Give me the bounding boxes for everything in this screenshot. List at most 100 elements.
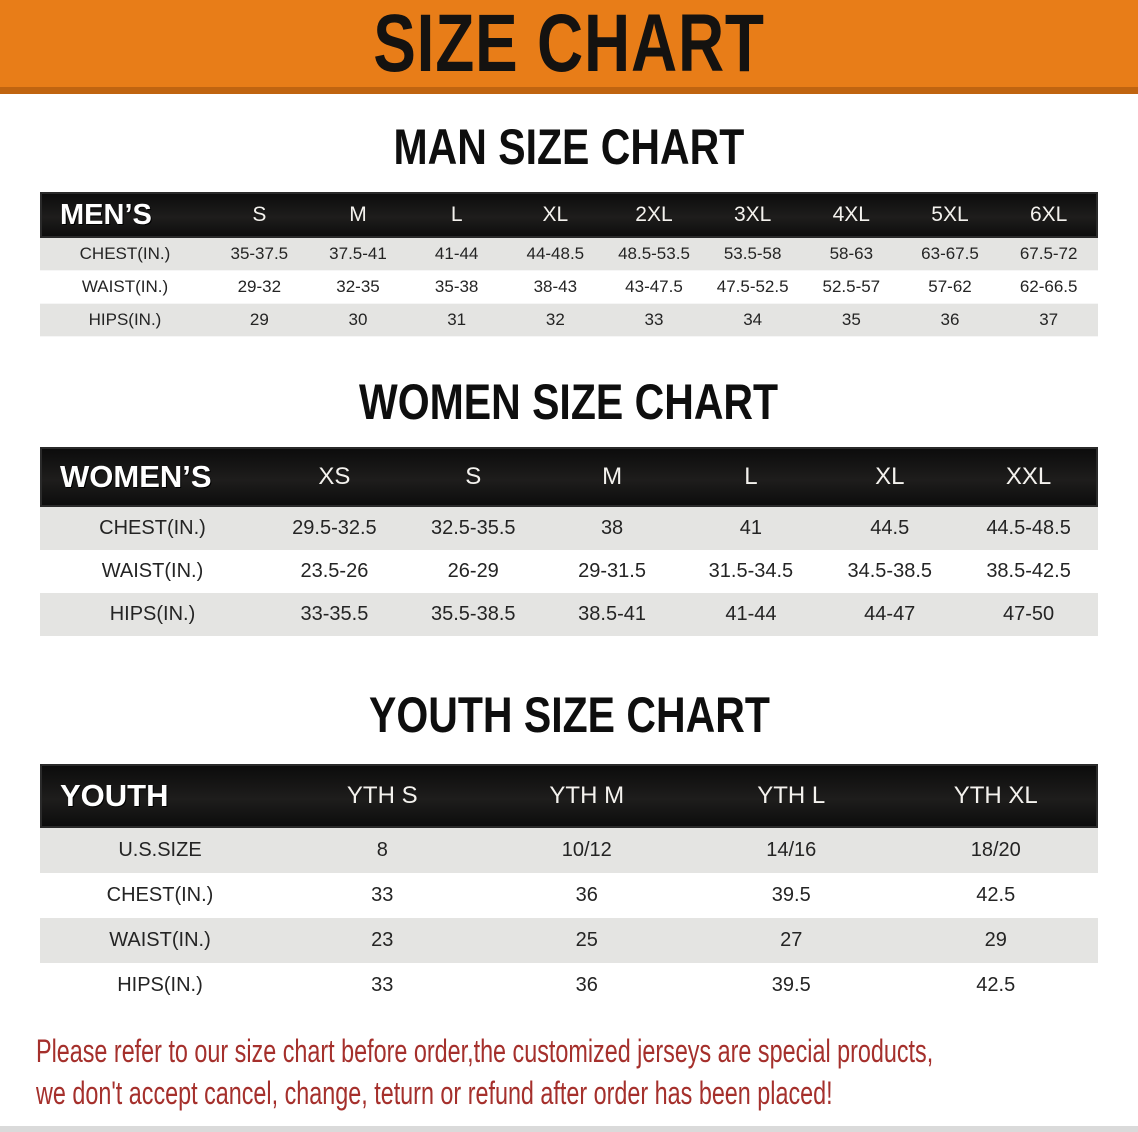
youth-section-title-text: YOUTH SIZE CHART (368, 687, 770, 743)
youth-row-u-s-size: U.S.SIZE 8 10/12 14/16 18/20 (40, 828, 1098, 873)
disclaimer-line-1-text: Please refer to our size chart before or… (36, 1033, 934, 1069)
women-size-section: WOMEN SIZE CHART WOMEN’S XS S M L XL XXL CHEST(I… (0, 373, 1138, 636)
men-column-header-9: 6XL (1029, 203, 1068, 226)
men-chest-in-value-8: 63-67.5 (921, 244, 979, 263)
men-row-chest-in: CHEST(IN.) 35-37.5 37.5-41 41-44 44-48.5 48.5… (40, 238, 1098, 271)
men-hips-in-value-1: 29 (249, 310, 269, 329)
women-waist-in-value-4: 31.5-34.5 (708, 560, 794, 582)
women-table: WOMEN’S XS S M L XL XXL CHEST(IN.) 29.5-32.5 32.5… (40, 447, 1098, 636)
disclaimer-line-1: Please refer to our size chart before or… (36, 1030, 1138, 1072)
men-row-label-waist-in: WAIST(IN.) (81, 277, 169, 296)
youth-row-label-chest-in: CHEST(IN.) (106, 884, 214, 906)
men-hips-in-value-5: 33 (644, 310, 664, 329)
youth-u-s-size-value-4: 18/20 (970, 839, 1021, 861)
men-column-header-7: 4XL (832, 203, 870, 226)
women-chest-in-value-1: 29.5-32.5 (292, 517, 377, 539)
men-waist-in-value-3: 35-38 (434, 277, 479, 296)
men-row-hips-in: HIPS(IN.) 29 30 31 32 33 34 35 36 37 (40, 304, 1098, 337)
men-row-label-chest-in: CHEST(IN.) (79, 244, 171, 263)
youth-waist-in-value-4: 29 (984, 929, 1007, 951)
men-waist-in-value-7: 52.5-57 (822, 277, 881, 296)
men-row-label-hips-in: HIPS(IN.) (88, 310, 162, 329)
women-column-header-5: XL (875, 463, 905, 490)
women-column-header-3: M (602, 463, 623, 490)
men-chest-in-value-3: 41-44 (434, 244, 479, 263)
women-section-title: WOMEN SIZE CHART (0, 373, 1138, 431)
men-section-title: MAN SIZE CHART (0, 118, 1138, 176)
women-chest-in-value-2: 32.5-35.5 (430, 517, 516, 539)
men-size-section: MAN SIZE CHART MEN’S S M L XL 2XL 3XL 4XL 5XL 6XL C… (0, 118, 1138, 337)
men-column-header-2: M (349, 203, 367, 226)
women-row-label-waist-in: WAIST(IN.) (101, 560, 204, 582)
women-waist-in-value-3: 29-31.5 (578, 560, 646, 582)
women-waist-in-value-5: 34.5-38.5 (847, 560, 932, 582)
youth-waist-in-value-1: 23 (371, 929, 394, 951)
women-row-label-chest-in: CHEST(IN.) (99, 517, 206, 539)
disclaimer-line-2-text: we don't accept cancel, change, teturn o… (36, 1075, 833, 1111)
disclaimer-line-2: we don't accept cancel, change, teturn o… (36, 1072, 1138, 1114)
men-chest-in-value-5: 48.5-53.5 (618, 244, 690, 263)
women-column-header-1: XS (318, 463, 351, 490)
women-column-header-6: XXL (1005, 463, 1052, 490)
men-column-header-6: 3XL (733, 203, 772, 226)
youth-hips-in-value-1: 33 (371, 974, 394, 996)
youth-waist-in-value-3: 27 (780, 929, 803, 951)
youth-u-s-size-value-2: 10/12 (561, 839, 612, 861)
youth-row-label-u-s-size: U.S.SIZE (118, 839, 202, 861)
men-waist-in-value-6: 47.5-52.5 (716, 277, 789, 296)
men-hips-in-value-3: 31 (447, 310, 467, 329)
women-hips-in-value-2: 35.5-38.5 (430, 603, 516, 625)
women-chest-in-value-5: 44.5 (870, 517, 910, 539)
men-waist-in-value-9: 62-66.5 (1019, 277, 1078, 296)
youth-waist-in-value-2: 25 (575, 929, 598, 951)
men-chest-in-value-7: 58-63 (829, 244, 874, 263)
men-column-header-3: L (450, 203, 463, 226)
women-chest-in-value-6: 44.5-48.5 (986, 517, 1071, 539)
women-waist-in-value-6: 38.5-42.5 (986, 560, 1071, 582)
women-waist-in-value-1: 23.5-26 (300, 560, 369, 582)
men-waist-in-value-5: 43-47.5 (625, 277, 683, 296)
size-charts-container: MAN SIZE CHART MEN’S S M L XL 2XL 3XL 4XL 5XL 6XL C… (0, 118, 1138, 1008)
men-waist-in-value-8: 57-62 (928, 277, 972, 296)
women-section-title-text: WOMEN SIZE CHART (359, 374, 779, 430)
youth-chest-in-value-2: 36 (575, 884, 598, 906)
banner-title: SIZE CHART (318, 0, 820, 91)
youth-table-header-row: YOUTH YTH S YTH M YTH L YTH XL (40, 764, 1098, 828)
men-hips-in-value-9: 37 (1039, 310, 1059, 329)
women-chest-in-value-4: 41 (739, 517, 763, 539)
youth-row-hips-in: HIPS(IN.) 33 36 39.5 42.5 (40, 963, 1098, 1008)
youth-section-title: YOUTH SIZE CHART (0, 686, 1138, 744)
women-chest-in-value-3: 38 (600, 517, 624, 539)
men-table: MEN’S S M L XL 2XL 3XL 4XL 5XL 6XL CHEST(IN.) 35-37… (40, 192, 1098, 337)
size-chart-banner: SIZE CHART (0, 0, 1138, 94)
men-column-header-4: XL (542, 203, 569, 226)
men-chest-in-value-1: 35-37.5 (230, 244, 289, 263)
men-hips-in-value-2: 30 (348, 310, 368, 329)
men-section-title-text: MAN SIZE CHART (393, 119, 745, 175)
men-header-label: MEN’S (60, 198, 152, 231)
men-waist-in-value-4: 38-43 (533, 277, 578, 296)
youth-hips-in-value-2: 36 (575, 974, 598, 996)
women-column-header-2: S (465, 463, 482, 490)
youth-header-label: YOUTH (60, 778, 169, 813)
youth-row-waist-in: WAIST(IN.) 23 25 27 29 (40, 918, 1098, 963)
men-hips-in-value-4: 32 (545, 310, 565, 329)
women-hips-in-value-3: 38.5-41 (578, 603, 646, 625)
banner-title-text: SIZE CHART (373, 0, 765, 89)
youth-u-s-size-value-1: 8 (376, 839, 388, 861)
women-row-waist-in: WAIST(IN.) 23.5-26 26-29 29-31.5 31.5-34.5 34… (40, 550, 1098, 593)
men-row-waist-in: WAIST(IN.) 29-32 32-35 35-38 38-43 43-47.5 47.… (40, 271, 1098, 304)
youth-column-header-4: YTH XL (953, 782, 1038, 809)
men-table-header-row: MEN’S S M L XL 2XL 3XL 4XL 5XL 6XL (40, 192, 1098, 238)
women-column-header-4: L (744, 463, 758, 490)
women-row-hips-in: HIPS(IN.) 33-35.5 35.5-38.5 38.5-41 41-44 44-… (40, 593, 1098, 636)
women-header-label: WOMEN’S (60, 459, 212, 494)
women-table-header-row: WOMEN’S XS S M L XL XXL (40, 447, 1098, 507)
women-hips-in-value-1: 33-35.5 (300, 603, 369, 625)
youth-table: YOUTH YTH S YTH M YTH L YTH XL U.S.SIZE 8 10/12… (40, 764, 1098, 1008)
youth-row-label-waist-in: WAIST(IN.) (109, 929, 211, 951)
youth-row-label-hips-in: HIPS(IN.) (117, 974, 203, 996)
youth-row-chest-in: CHEST(IN.) 33 36 39.5 42.5 (40, 873, 1098, 918)
men-hips-in-value-8: 36 (940, 310, 960, 329)
youth-chest-in-value-4: 42.5 (976, 884, 1016, 906)
